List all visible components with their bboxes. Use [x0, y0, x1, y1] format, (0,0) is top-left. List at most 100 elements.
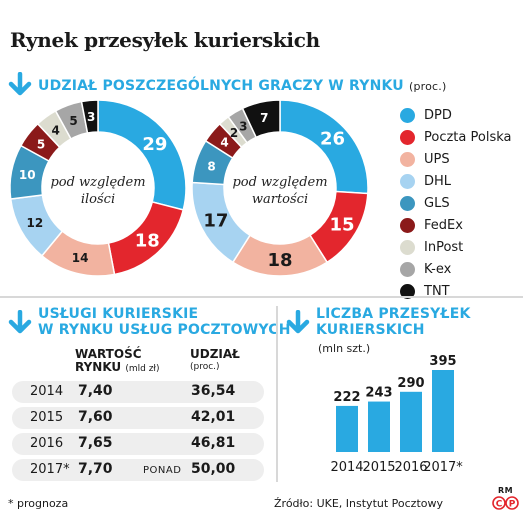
section-divider: [0, 296, 523, 298]
bar-value-label: 290: [397, 376, 424, 391]
donut-value-label: 17: [203, 211, 228, 232]
donut-value-label: 8: [207, 159, 215, 173]
bar-category-label: 2017*: [423, 460, 463, 475]
table-cell-year: 2014: [30, 384, 64, 399]
donut-value-label: 12: [27, 216, 44, 230]
donut-value-label: 15: [329, 215, 354, 236]
section-heading-shares: UDZIAŁ POSZCZEGÓLNYCH GRACZY W RYNKU (pr…: [38, 78, 446, 94]
arrow-down-icon: [286, 310, 310, 334]
legend-label: UPS: [424, 151, 450, 167]
legend-item: Poczta Polska: [400, 126, 511, 148]
section-heading-courier: USŁUGI KURIERSKIE W RYNKU USŁUG POCZTOWY…: [38, 306, 291, 338]
arrow-down-icon: [8, 310, 32, 334]
legend-swatch: [400, 173, 415, 189]
donut-value-label: 3: [87, 110, 95, 124]
bar-2014: [336, 405, 358, 452]
donut-value-label: 29: [142, 134, 167, 155]
column-header-value-line2: RYNKU: [75, 360, 122, 374]
table-cell-value: 7,60: [78, 409, 113, 425]
svg-text:C: C: [496, 500, 503, 510]
table-cell-year: 2016: [30, 436, 64, 451]
column-header-value-line1: WARTOŚĆ: [75, 347, 142, 361]
bar-value-label: 222: [333, 390, 360, 405]
section-heading-parcels-line1: LICZBA PRZESYŁEK: [316, 306, 471, 322]
table-cell-note: PONAD: [143, 465, 182, 476]
legend-label: GLS: [424, 195, 450, 211]
table-cell-share: 36,54: [191, 383, 236, 399]
section-heading-parcels: LICZBA PRZESYŁEK KURIERSKICH: [316, 306, 471, 338]
legend-item: K-ex: [400, 258, 511, 280]
column-header-value-unit: (mld zł): [125, 364, 160, 374]
donut-value-label: 4: [51, 123, 59, 137]
chart-legend: DPD Poczta Polska UPS DHL GLS FedEx InPost K-ex…: [400, 104, 511, 302]
bar-2015: [368, 401, 390, 452]
copyright-logo: C P: [492, 496, 519, 510]
table-cell-value: 7,65: [78, 435, 113, 451]
legend-label: DHL: [424, 173, 452, 189]
legend-swatch: [400, 261, 415, 277]
section-unit-parcels: (mln szt.): [318, 342, 371, 355]
donut-value-label: 3: [239, 120, 247, 134]
section-heading-shares-text: UDZIAŁ POSZCZEGÓLNYCH GRACZY W RYNKU: [38, 78, 404, 94]
svg-text:P: P: [509, 500, 516, 510]
legend-item: UPS: [400, 148, 511, 170]
credit-initials: RM: [498, 486, 514, 495]
donut-value-label: 26: [320, 129, 345, 150]
bar-chart-parcels: 222 2014 243 2015 290 2016 395 2017*: [330, 354, 463, 475]
legend-label: FedEx: [424, 217, 463, 233]
table-row: [12, 407, 264, 429]
legend-swatch: [400, 151, 415, 167]
donut-value-label: 10: [19, 168, 36, 182]
page-title: Rynek przesyłek kurierskich: [10, 28, 320, 52]
footnote: * prognoza: [8, 497, 69, 510]
bar-2017: [432, 370, 454, 452]
legend-label: K-ex: [424, 261, 452, 277]
bar-category-label: 2014: [330, 460, 363, 475]
legend-item: DHL: [400, 170, 511, 192]
donut-center-label: wartości: [252, 192, 308, 207]
legend-item: FedEx: [400, 214, 511, 236]
table-row: [12, 459, 264, 481]
donut-chart-value: 26 15 18 17 842 37 pod względem wartości: [191, 99, 369, 277]
donut-value-label: 7: [260, 111, 268, 125]
legend-swatch: [400, 107, 415, 123]
legend-item: DPD: [400, 104, 511, 126]
table-row: [12, 381, 264, 403]
legend-label: Poczta Polska: [424, 129, 512, 145]
donut-value-label: 5: [37, 137, 45, 151]
donut-value-label: 4: [220, 136, 228, 150]
legend-swatch: [400, 283, 415, 299]
arrow-down-icon: [8, 72, 32, 96]
table-cell-value: 7,40: [78, 383, 113, 399]
legend-label: TNT: [424, 283, 450, 299]
bar-category-label: 2015: [362, 460, 395, 475]
donut-slice-tnt: [80, 99, 99, 134]
legend-swatch: [400, 217, 415, 233]
table-cell-year: 2017*: [30, 462, 70, 477]
source-note: Źródło: UKE, Instytut Pocztowy: [274, 497, 444, 510]
section-heading-courier-line1: USŁUGI KURIERSKIE: [38, 306, 199, 322]
donut-center-label: ilości: [81, 192, 115, 207]
table-cell-share: 46,81: [191, 435, 236, 451]
column-header-share: UDZIAŁ (proc.): [190, 348, 240, 374]
table-cell-share: 50,00: [191, 461, 236, 477]
legend-swatch: [400, 239, 415, 255]
donut-value-label: 18: [267, 250, 292, 271]
bar-2016: [400, 391, 422, 452]
donut-center-label: pod względem: [232, 175, 327, 190]
donut-value-label: 5: [69, 114, 77, 128]
donut-value-label: 2: [230, 126, 238, 140]
donut-center-label: pod względem: [50, 175, 145, 190]
donut-value-label: 18: [135, 230, 160, 251]
bar-value-label: 243: [365, 386, 392, 401]
legend-swatch: [400, 195, 415, 211]
column-header-value: WARTOŚĆ RYNKU (mld zł): [75, 348, 160, 376]
section-heading-courier-line2: W RYNKU USŁUG POCZTOWYCH: [38, 322, 291, 338]
column-header-share-line1: UDZIAŁ: [190, 347, 240, 361]
section-unit-shares: (proc.): [408, 80, 447, 93]
table-row: [12, 433, 264, 455]
column-divider: [276, 306, 278, 482]
table-cell-share: 42,01: [191, 409, 236, 425]
